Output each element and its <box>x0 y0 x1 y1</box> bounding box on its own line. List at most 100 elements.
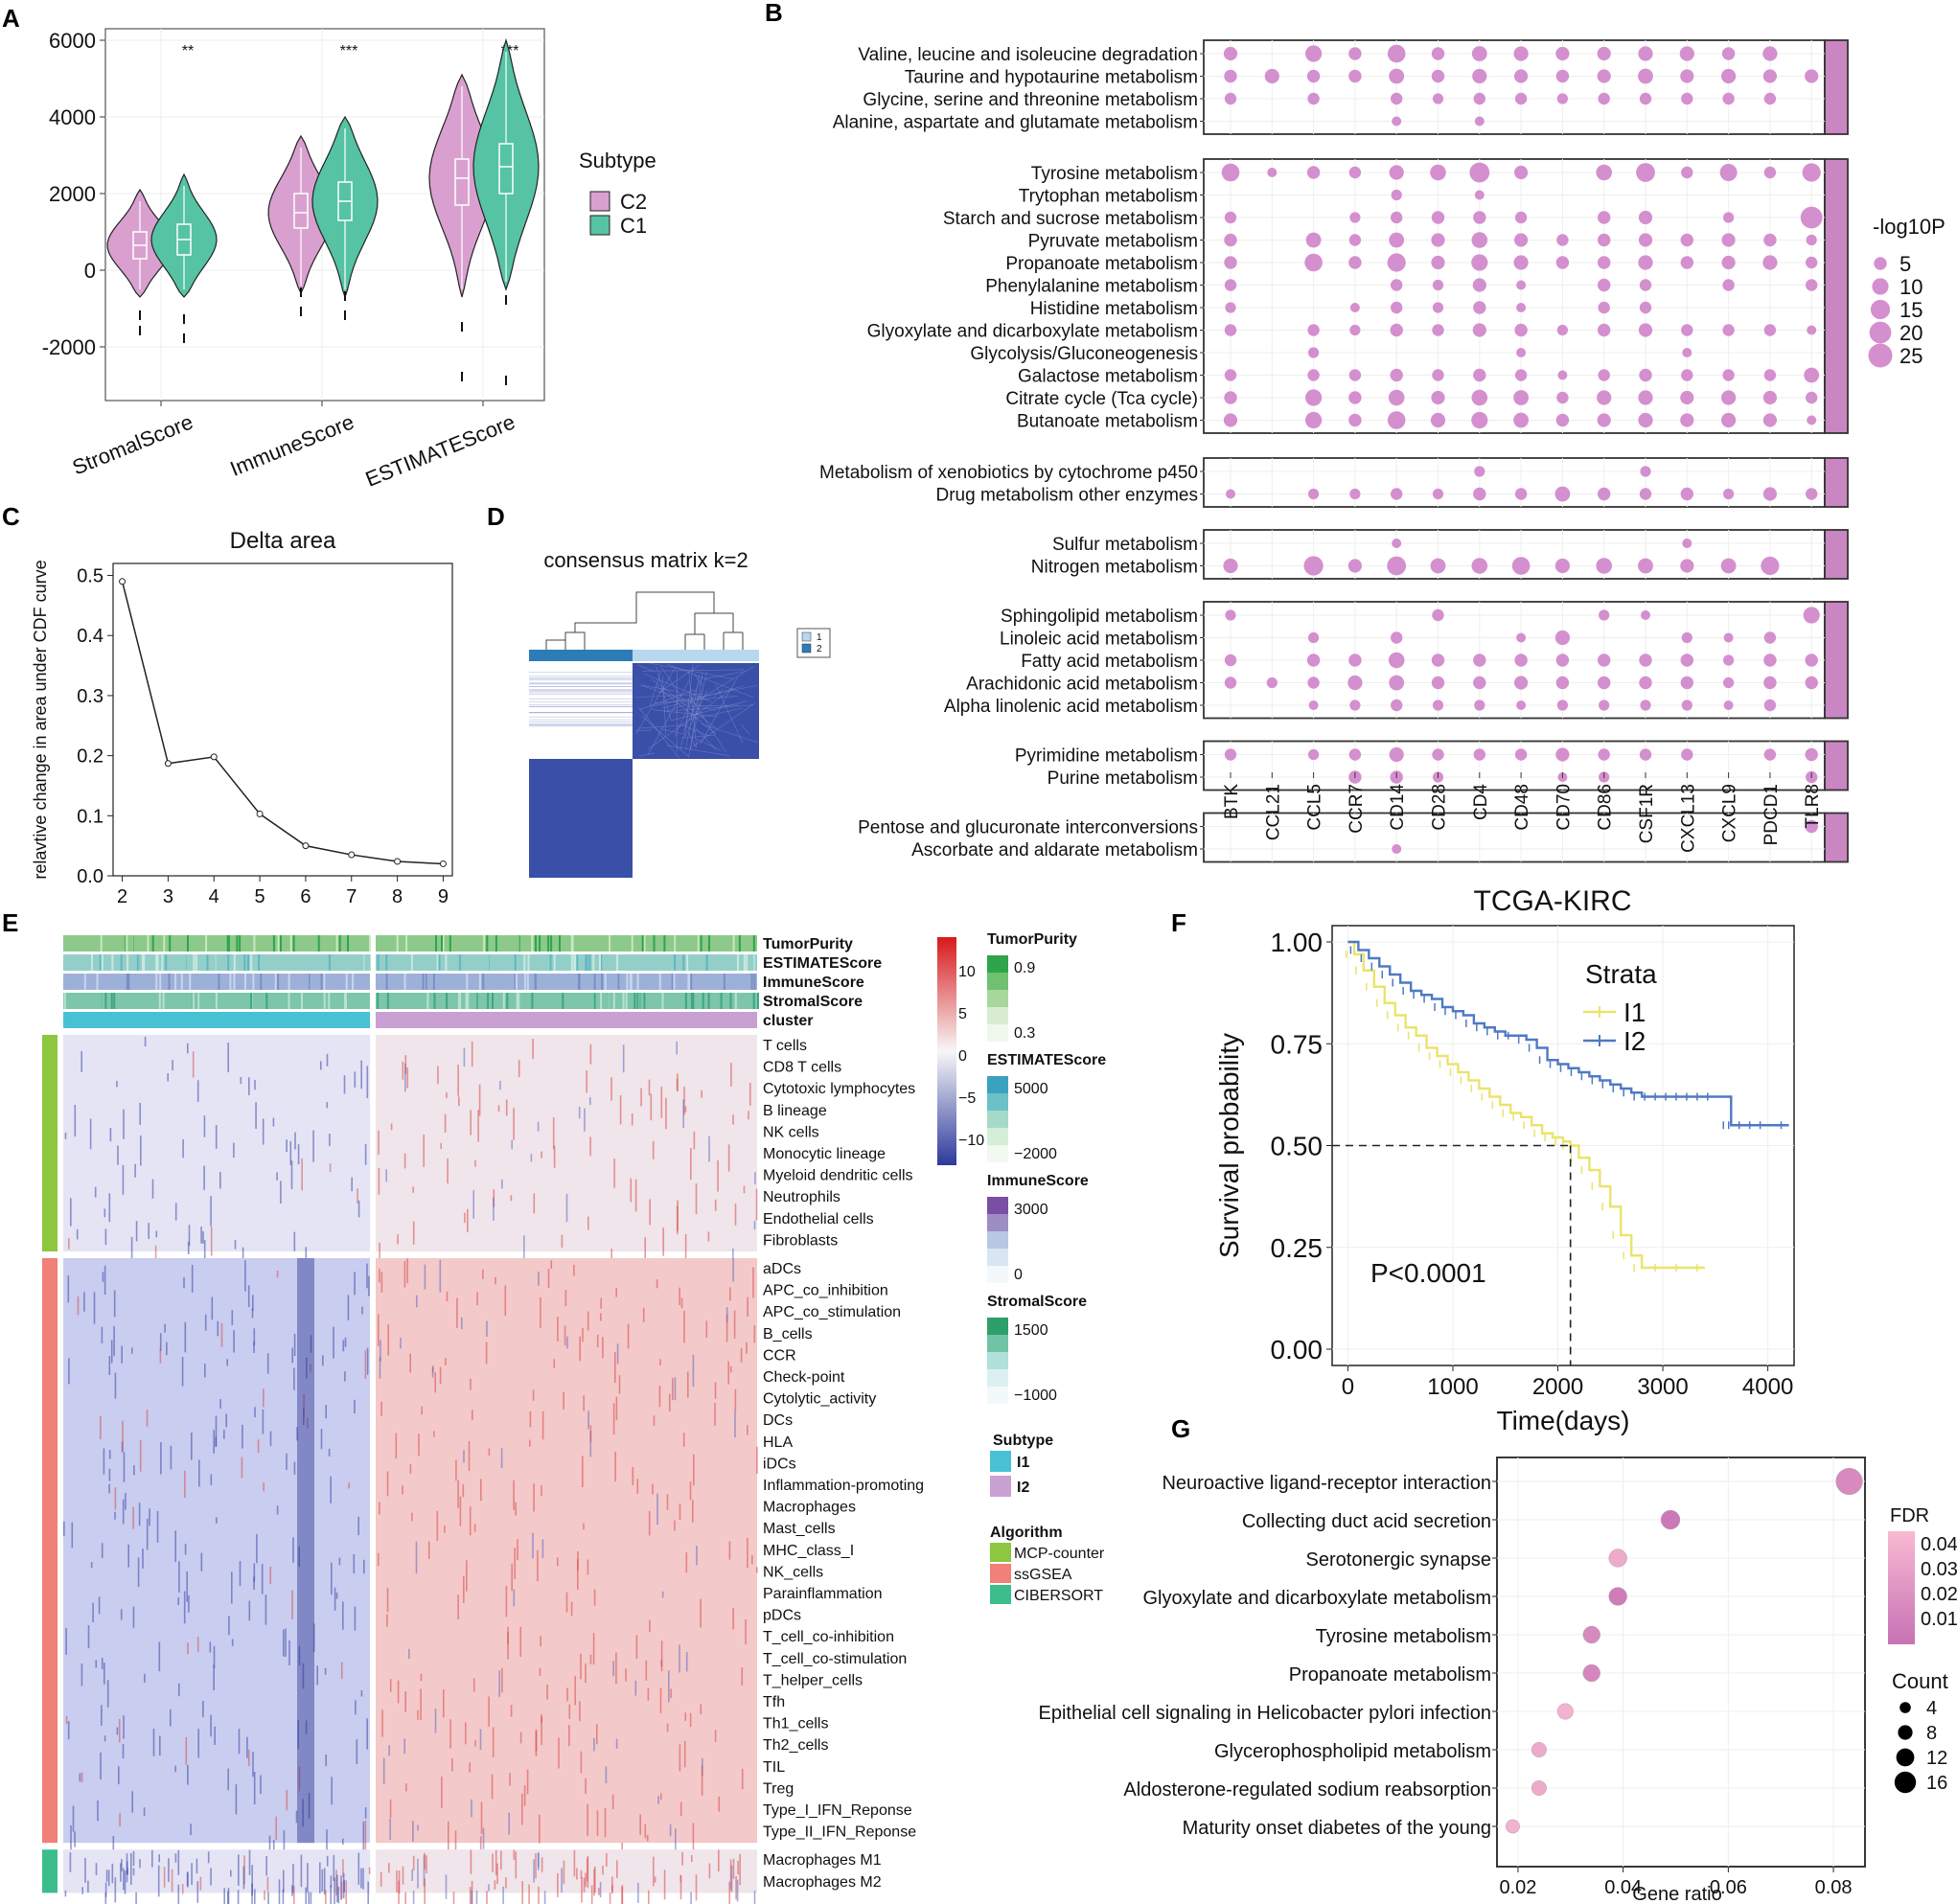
dot <box>1639 301 1652 314</box>
heatmap-stripe <box>612 1661 614 1677</box>
track-label: ESTIMATEScore <box>763 955 882 972</box>
heatmap-stripe <box>298 1546 300 1568</box>
heatmap-stripe <box>546 1685 548 1700</box>
annotation-track-stripe <box>317 935 320 952</box>
heatmap-stripe <box>593 1589 596 1606</box>
dot <box>1432 488 1444 500</box>
legend-label: 5000 <box>1014 1081 1048 1097</box>
heatmap-stripe <box>538 1272 540 1286</box>
annotation-track-stripe <box>367 974 370 990</box>
annotation-track-stripe <box>459 993 462 1009</box>
heatmap-stripe <box>203 1115 206 1137</box>
row-label: T cells <box>763 1038 807 1054</box>
annotation-track-stripe <box>403 974 406 990</box>
chart-title: consensus matrix k=2 <box>543 548 748 572</box>
annotation-track-stripe <box>663 935 666 952</box>
heatmap-stripe <box>561 1868 563 1893</box>
annotation-track-stripe <box>309 974 311 990</box>
annotation-track-stripe <box>156 954 159 971</box>
annotation-track-stripe <box>320 974 323 990</box>
heatmap-stripe <box>310 1892 312 1904</box>
heatmap-stripe <box>402 1062 404 1080</box>
dot <box>1597 46 1611 61</box>
legend-color-step <box>987 1369 1008 1387</box>
heatmap-stripe <box>181 1884 184 1894</box>
dot <box>1556 324 1568 336</box>
annotation-track-stripe <box>632 974 634 990</box>
heatmap-stripe <box>378 1130 380 1156</box>
dot <box>1348 47 1362 60</box>
heatmap-stripe <box>660 1793 662 1801</box>
heatmap-stripe <box>132 1506 134 1529</box>
heatmap-stripe <box>68 1358 70 1385</box>
dot <box>1556 391 1569 404</box>
dot <box>1431 390 1445 405</box>
p-value-label: P<0.0001 <box>1370 1258 1486 1288</box>
heatmap-stripe <box>700 1598 702 1628</box>
heatmap-stripe <box>227 1888 230 1904</box>
heatmap-stripe <box>196 1080 199 1102</box>
heatmap-stripe <box>523 1235 525 1269</box>
row-label: Inflammation-promoting <box>763 1478 924 1494</box>
heatmap-stripe <box>402 1485 403 1495</box>
heatmap-stripe <box>388 1863 390 1873</box>
heatmap-stripe <box>472 1678 475 1692</box>
dot <box>1224 233 1237 247</box>
annotation-track-stripe <box>274 974 277 990</box>
dot <box>1267 168 1278 177</box>
annotation-track-base <box>376 935 757 952</box>
heatmap-stripe <box>424 1264 426 1290</box>
heatmap-stripe <box>127 1544 129 1568</box>
heatmap-stripe <box>689 1481 692 1501</box>
heatmap-stripe <box>380 1340 381 1362</box>
size-legend-dot <box>1899 1702 1911 1713</box>
row-label: TIL <box>763 1759 785 1776</box>
heatmap-stripe <box>316 1665 318 1686</box>
heatmap-stripe <box>625 1668 627 1682</box>
annotation-track-stripe <box>720 993 723 1009</box>
heatmap-stripe <box>730 1865 733 1893</box>
size-legend-title: Count <box>1892 1669 1948 1693</box>
dot <box>1762 390 1777 405</box>
annotation-track-stripe <box>604 974 607 990</box>
heatmap-stripe <box>102 1272 104 1282</box>
heatmap-stripe <box>120 1609 123 1620</box>
y-tick-label: 0.4 <box>77 626 104 647</box>
annotation-track-stripe <box>446 993 449 1009</box>
dot <box>1474 466 1485 477</box>
annotation-track-stripe <box>278 935 281 952</box>
legend-label: I1 <box>1017 1455 1029 1471</box>
heatmap-stripe <box>445 1358 447 1365</box>
annotation-track-stripe <box>189 974 192 990</box>
legend-swatch <box>990 1543 1011 1562</box>
dot <box>1598 676 1611 690</box>
heatmap-stripe <box>163 1867 166 1888</box>
annotation-track-stripe <box>506 993 509 1009</box>
pathway-label: Alanine, aspartate and glutamate metabol… <box>833 113 1198 133</box>
heatmap-stripe <box>248 1749 250 1767</box>
heatmap-stripe <box>615 1652 617 1685</box>
heatmap-stripe <box>747 1296 748 1317</box>
heatmap-stripe <box>364 1143 367 1165</box>
heatmap-stripe <box>64 1890 67 1897</box>
heatmap-stripe <box>240 1077 242 1085</box>
annotation-track-stripe <box>143 954 146 971</box>
heatmap-stripe <box>685 1552 688 1573</box>
matrix-noise <box>682 725 709 737</box>
heatmap-stripe <box>253 1563 256 1583</box>
dot <box>1806 279 1818 291</box>
heatmap-stripe <box>405 1783 407 1792</box>
heatmap-stripe <box>329 1134 331 1146</box>
heatmap-stripe <box>426 1855 427 1873</box>
heatmap-stripe <box>465 1722 467 1745</box>
x-tick-label: 0.08 <box>1815 1877 1853 1898</box>
gene-label: CCL21 <box>1263 784 1283 840</box>
annotation-track-stripe <box>366 935 369 952</box>
annotation-track-stripe <box>732 974 735 990</box>
dot <box>1761 556 1780 576</box>
heatmap-stripe <box>81 1050 82 1072</box>
legend-label: 3000 <box>1014 1202 1048 1218</box>
dot <box>1680 413 1694 427</box>
dot <box>1721 412 1737 428</box>
annotation-track-stripe <box>680 974 683 990</box>
